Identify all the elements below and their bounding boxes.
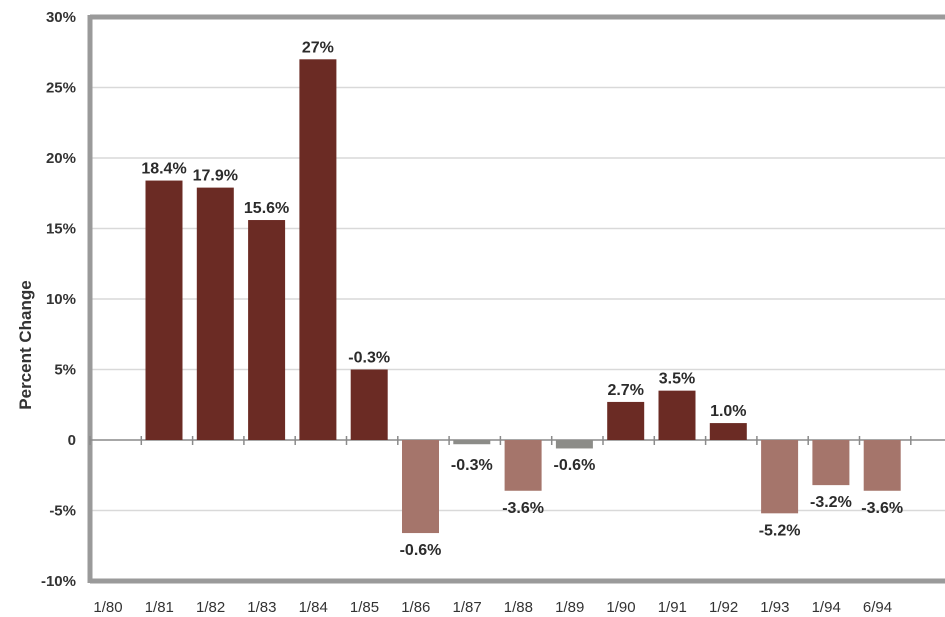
x-tick-label: 1/82 [196,599,225,616]
bar [607,401,645,440]
bar [863,440,901,491]
y-tick-label: -5% [49,503,76,520]
bar [812,440,850,486]
data-label: -0.6% [400,542,442,559]
bar [709,423,747,440]
bar [504,440,542,491]
bar [196,187,234,440]
bar [761,440,799,514]
x-tick-label: 1/89 [555,599,584,616]
bar [658,390,696,440]
data-label: -3.6% [861,500,903,517]
bar [555,440,593,449]
y-tick-label: 25% [46,80,76,97]
y-tick-label: 5% [54,362,76,379]
bar [248,220,286,440]
data-label: 3.5% [659,371,695,388]
x-axis-ticks: 1/80 1/81 1/82 1/83 1/84 1/85 1/86 1/87 1/88 1/89… [93,599,892,616]
data-label: -3.2% [810,494,852,511]
data-labels: 18.4% 17.9% 15.6% 27% -0.3% -0.6% -0.3% -3.6% -0… [141,39,903,559]
bar [145,180,183,440]
y-axis-ticks: 30% 25% 20% 15% 10% 5% 0 -5% -10% [41,9,76,590]
data-label: 15.6% [244,200,289,217]
x-tick-label: 1/88 [504,599,533,616]
data-label: -5.2% [759,522,801,539]
x-tick-label: 1/91 [658,599,687,616]
x-tick-label: 1/84 [299,599,328,616]
x-tick-label: 1/93 [760,599,789,616]
data-label: 18.4% [141,161,186,178]
data-label: -0.3% [451,457,493,474]
chart-frame [87,14,945,584]
x-tick-label: 1/92 [709,599,738,616]
data-label: -3.6% [502,500,544,517]
x-tick-label: 1/85 [350,599,379,616]
y-tick-label: 30% [46,9,76,26]
y-tick-label: 10% [46,291,76,308]
data-label: 17.9% [193,168,238,185]
bar [402,440,439,534]
y-tick-label: 0 [68,432,76,449]
data-label: 27% [302,39,334,56]
y-tick-label: -10% [41,573,76,590]
bar [350,369,388,440]
x-tick-label: 1/86 [401,599,430,616]
x-tick-label: 1/81 [145,599,174,616]
y-tick-label: 20% [46,150,76,167]
x-tick-label: 1/94 [812,599,841,616]
x-tick-label: 1/87 [452,599,481,616]
x-tick-label: 1/80 [93,599,122,616]
data-label: 1.0% [710,403,746,420]
bar [453,440,491,445]
x-tick-label: 6/94 [863,599,892,616]
data-label: -0.6% [554,457,596,474]
y-tick-label: 15% [46,221,76,238]
y-axis-title: Percent Change [16,280,35,409]
bar [299,59,337,441]
x-tick-label: 1/90 [606,599,635,616]
data-label: 2.7% [607,382,643,399]
data-label: -0.3% [348,350,390,367]
bars [145,59,901,534]
x-tick-label: 1/83 [247,599,276,616]
